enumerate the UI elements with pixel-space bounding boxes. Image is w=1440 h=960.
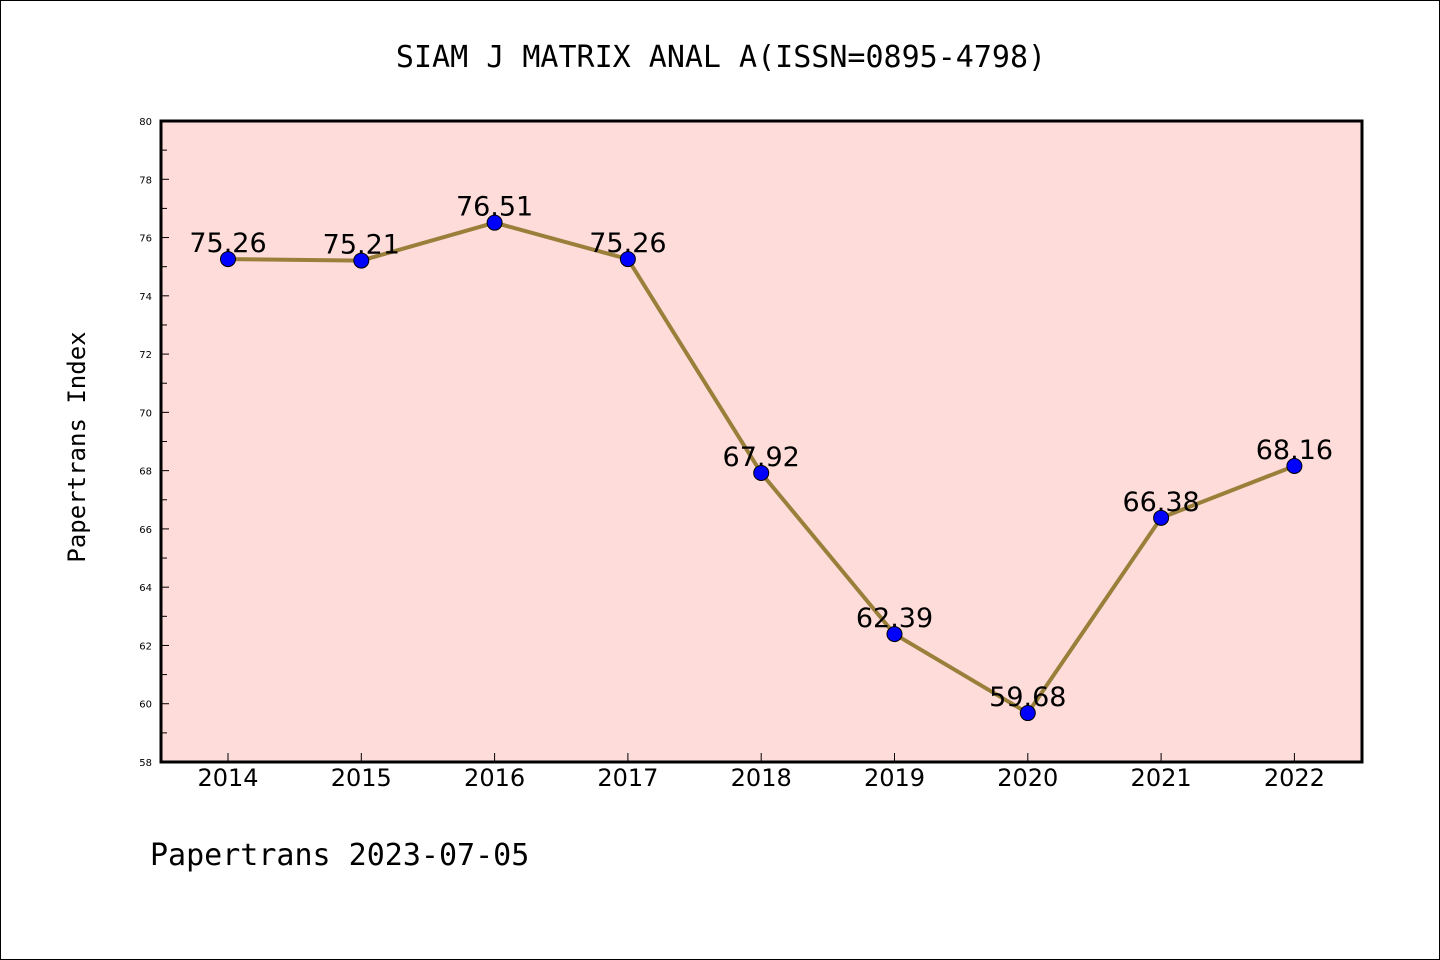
y-tick-label: 78 [139,175,152,186]
y-tick-label: 64 [139,583,152,594]
x-tick-label: 2017 [597,764,658,792]
data-label: 75.26 [189,228,266,259]
y-axis-label: Papertrans Index [63,331,91,562]
y-tick-label: 70 [139,408,152,419]
chart-title: SIAM J MATRIX ANAL A(ISSN=0895-4798) [396,40,1046,75]
data-label: 59.68 [989,682,1066,713]
y-tick-label: 68 [139,467,152,478]
x-tick-label: 2020 [997,764,1058,792]
plot-frame [159,119,1364,764]
x-tick-label: 2018 [731,764,792,792]
data-label: 75.21 [323,230,400,261]
y-tick-label: 62 [139,641,152,652]
data-point [220,251,236,268]
footer-source-date: Papertrans 2023-07-05 [150,838,529,873]
x-tick-label: 2022 [1264,764,1325,792]
x-tick-label: 2021 [1131,764,1192,792]
x-tick-label: 2016 [464,764,525,792]
y-tick-label: 66 [139,525,152,536]
y-tick-label: 80 [139,117,152,128]
data-label: 62.39 [856,603,933,634]
data-point [753,464,770,481]
data-label: 66.38 [1122,487,1199,518]
x-tick-label: 2019 [864,764,925,792]
data-point [1286,457,1303,474]
data-markers [220,214,1303,722]
x-tick-label: 2014 [197,764,258,792]
x-axis: 2014 2015 2016 2017 2018 2019 2020 2021 2022 [197,753,1325,792]
data-label: 67.92 [723,442,800,473]
plot-area [161,121,1362,762]
data-point [886,626,903,643]
data-point [353,252,370,269]
y-tick-label: 72 [139,350,152,361]
y-tick-label: 74 [139,292,152,303]
data-label: 68.16 [1256,435,1333,466]
data-point [486,214,503,231]
data-labels: 75.26 75.21 76.51 75.26 67.92 62.39 59.68 66.38… [189,192,1333,713]
y-tick-label: 58 [139,758,152,769]
data-point [619,251,636,268]
data-point [1153,509,1170,526]
y-tick-label: 60 [139,700,152,711]
data-label: 76.51 [456,192,533,223]
data-point [1019,705,1036,722]
data-label: 75.26 [589,228,666,259]
x-tick-label: 2015 [331,764,392,792]
y-tick-label: 76 [139,234,152,245]
